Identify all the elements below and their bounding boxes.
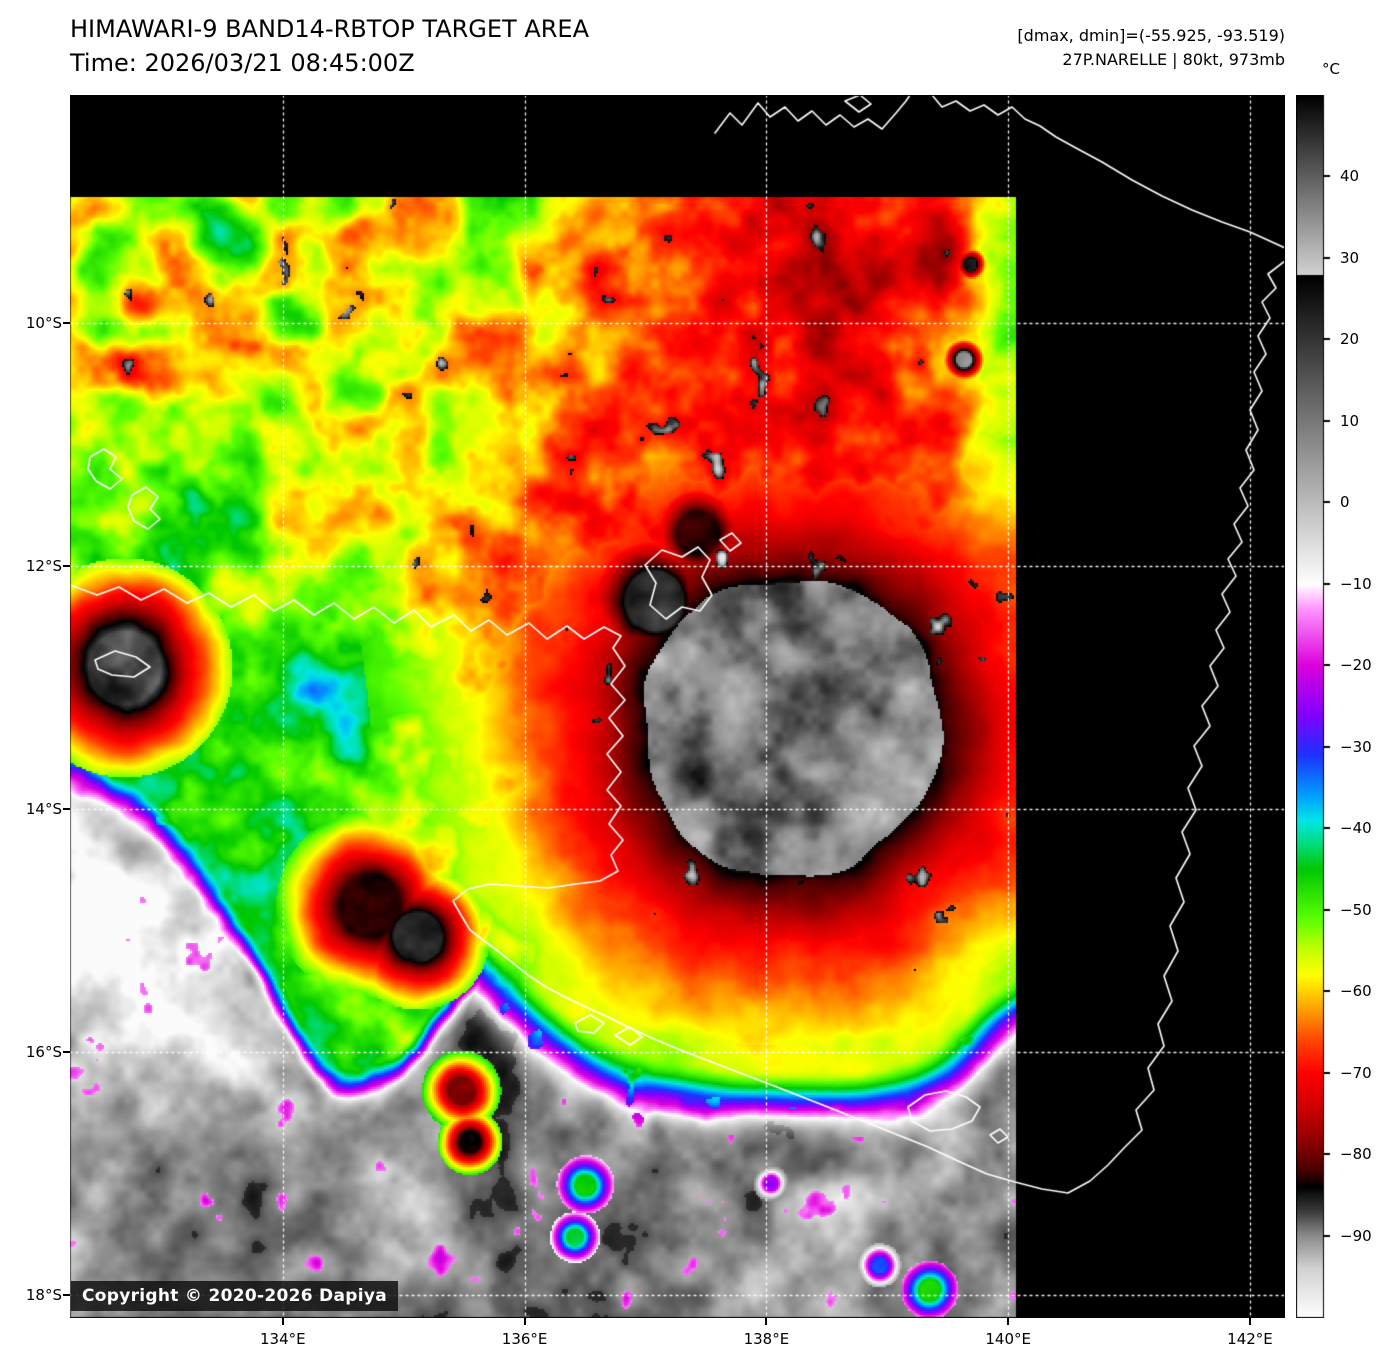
copyright-badge: Copyright © 2020-2026 Dapiya — [71, 1281, 398, 1311]
colorbar-tick-label: 30 — [1340, 248, 1360, 267]
colorbar-tick-label: −20 — [1340, 656, 1372, 675]
lon-tick-mark — [281, 1318, 284, 1325]
lat-tick-mark — [63, 807, 70, 810]
lat-tick-mark — [63, 321, 70, 324]
lon-tick-label: 138°E — [743, 1330, 790, 1348]
lon-tick-mark — [523, 1318, 526, 1325]
colorbar-tick-label: 20 — [1340, 330, 1360, 349]
lat-tick-label: 14°S — [25, 799, 62, 818]
satellite-map-image — [70, 95, 1285, 1318]
lat-tick-mark — [63, 1050, 70, 1053]
lon-tick-mark — [765, 1318, 768, 1325]
colorbar — [1296, 95, 1334, 1318]
colorbar-tick-label: −10 — [1340, 574, 1372, 593]
figure-title: HIMAWARI-9 BAND14-RBTOP TARGET AREA — [70, 15, 590, 43]
colorbar-tick-label: −90 — [1340, 1226, 1372, 1245]
storm-info-label: 27P.NARELLE | 80kt, 973mb — [1062, 50, 1285, 69]
lon-tick-label: 136°E — [501, 1330, 548, 1348]
lon-tick-mark — [1007, 1318, 1010, 1325]
colorbar-tick-label: −60 — [1340, 982, 1372, 1001]
figure-time: Time: 2026/03/21 08:45:00Z — [70, 49, 415, 77]
lat-tick-label: 10°S — [25, 313, 62, 332]
lat-tick-label: 12°S — [25, 556, 62, 575]
lat-tick-mark — [63, 1293, 70, 1296]
header-right: [dmax, dmin]=(-55.925, -93.519) 27P.NARE… — [1017, 24, 1285, 72]
colorbar-tick-label: 0 — [1340, 493, 1350, 512]
colorbar-tick-label: −40 — [1340, 819, 1372, 838]
colorbar-tick-label: −80 — [1340, 1145, 1372, 1164]
lon-tick-label: 142°E — [1227, 1330, 1273, 1348]
lon-tick-label: 140°E — [985, 1330, 1031, 1348]
colorbar-unit-label: °C — [1322, 60, 1340, 78]
header-left: HIMAWARI-9 BAND14-RBTOP TARGET AREA Time… — [70, 12, 589, 80]
colorbar-tick-label: 10 — [1340, 411, 1360, 430]
lon-tick-mark — [1248, 1318, 1251, 1325]
lat-tick-label: 16°S — [25, 1042, 62, 1061]
dmax-dmin-label: [dmax, dmin]=(-55.925, -93.519) — [1017, 26, 1285, 45]
lat-tick-label: 18°S — [25, 1285, 62, 1304]
colorbar-tick-label: −30 — [1340, 737, 1372, 756]
lat-tick-mark — [63, 564, 70, 567]
lon-tick-label: 134°E — [259, 1330, 306, 1348]
colorbar-tick-label: −70 — [1340, 1063, 1372, 1082]
colorbar-tick-label: −50 — [1340, 900, 1372, 919]
colorbar-tick-label: 40 — [1340, 167, 1360, 186]
